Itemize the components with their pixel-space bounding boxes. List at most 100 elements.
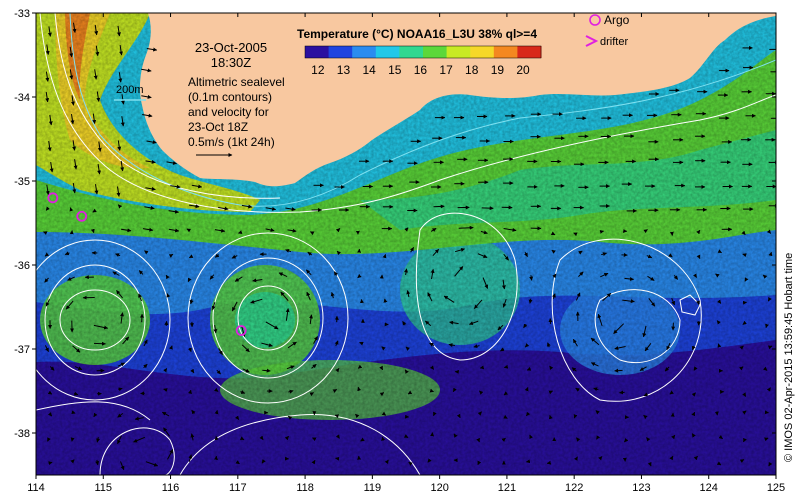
velocity-arrow [117,204,123,209]
velocity-arrow [242,368,250,373]
velocity-arrow [93,341,106,346]
velocity-arrow [433,411,437,417]
velocity-arrow [120,461,125,471]
velocity-arrow [691,433,696,438]
velocity-arrow [573,232,578,237]
velocity-arrow [571,367,577,372]
velocity-arrow [503,391,509,396]
colorbar-frame [304,45,542,59]
velocity-arrow [161,411,170,417]
velocity-arrow [717,343,722,348]
velocity-arrow [214,253,220,258]
colorbar-tick-label: 14 [362,63,376,77]
velocity-arrow [646,437,651,442]
velocity-arrow [262,368,271,373]
velocity-arrow [163,368,168,373]
velocity-arrow [430,227,437,232]
velocity-arrow [528,298,533,304]
velocity-arrow [70,95,75,106]
velocity-arrow [48,461,53,466]
velocity-arrow [575,387,580,392]
colorbar-ticks: 12 13 14 15 16 17 18 19 20 [311,63,530,77]
velocity-arrow [143,363,148,369]
velocity-arrow [424,320,432,327]
annotation-text: Altimetric sealevel (0.1m contours) and … [188,75,285,149]
velocity-arrow [643,392,648,397]
annotation-line-5: 0.5m/s (1kt 24h) [188,135,275,149]
velocity-arrow [116,290,123,299]
velocity-arrow [453,433,458,438]
velocity-arrow [383,298,388,303]
lon-tick-label: 122 [565,482,583,494]
velocity-arrow [429,388,434,393]
velocity-arrow [549,365,554,370]
velocity-arrow [473,344,480,349]
velocity-arrow [238,230,243,234]
velocity-arrow [265,321,279,330]
velocity-arrow [133,436,146,443]
velocity-arrow [595,410,600,415]
colorbar-tick-label: 20 [516,63,530,77]
velocity-arrow [214,387,219,392]
velocity-arrow [235,460,240,465]
colorbar-tick-label: 16 [414,63,428,77]
velocity-arrow [427,292,433,302]
velocity-arrow [402,321,407,326]
velocity-arrow [546,342,551,348]
velocity-arrow [503,364,509,369]
velocity-arrow [120,116,125,127]
velocity-arrow [188,254,194,259]
velocity-arrow [743,437,747,443]
velocity-arrow [278,272,288,278]
velocity-arrow [744,277,749,282]
velocity-arrow [524,387,529,392]
velocity-arrow [668,253,673,258]
velocity-arrows [43,22,776,471]
velocity-arrow [742,410,747,415]
velocity-arrow [122,336,130,345]
velocity-arrow [44,345,49,352]
velocity-arrow [168,209,179,214]
colorbar-swatch [470,46,495,58]
lat-tick-label: -33 [14,8,30,20]
map-title: Temperature (°C) NOAA16_L3U 38% ql>=4 [297,27,537,41]
date-label: 23-Oct-2005 [195,40,267,55]
velocity-arrow [120,312,124,324]
velocity-arrow [191,409,196,415]
velocity-arrow [112,271,120,276]
velocity-arrow [614,368,623,373]
velocity-arrow [311,363,317,369]
velocity-arrow [239,436,245,441]
velocity-arrow [45,184,50,196]
velocity-arrow [96,91,101,102]
velocity-arrow [406,290,411,298]
lon-tick-label: 124 [700,482,718,494]
velocity-arrow [551,249,556,254]
velocity-arrow [593,387,599,392]
velocity-arrow [762,274,768,279]
longitude-axis: 114 115 116 117 118 119 120 121 122 123 124 125 [27,13,785,494]
velocity-arrow [47,390,53,395]
velocity-arrow [598,456,603,461]
velocity-arrow [479,390,484,395]
velocity-arrow [405,346,411,351]
velocity-arrow [309,392,314,397]
velocity-arrow [693,366,698,371]
lat-tick-label: -35 [14,176,30,188]
velocity-arrow [573,414,578,419]
lon-tick-label: 119 [364,482,382,494]
velocity-arrow [69,46,74,58]
velocity-arrow [115,253,121,257]
annotation-line-1: Altimetric sealevel [188,75,285,89]
velocity-arrow [141,94,152,99]
velocity-arrow [241,204,253,209]
velocity-arrow [190,433,195,441]
velocity-arrow [429,365,435,370]
velocity-arrow [265,228,275,232]
velocity-arrow [739,345,744,350]
velocity-arrow [384,459,389,465]
velocity-arrow [117,140,122,151]
velocity-arrow [502,298,507,308]
velocity-arrow [311,459,316,465]
velocity-arrow [597,313,603,327]
